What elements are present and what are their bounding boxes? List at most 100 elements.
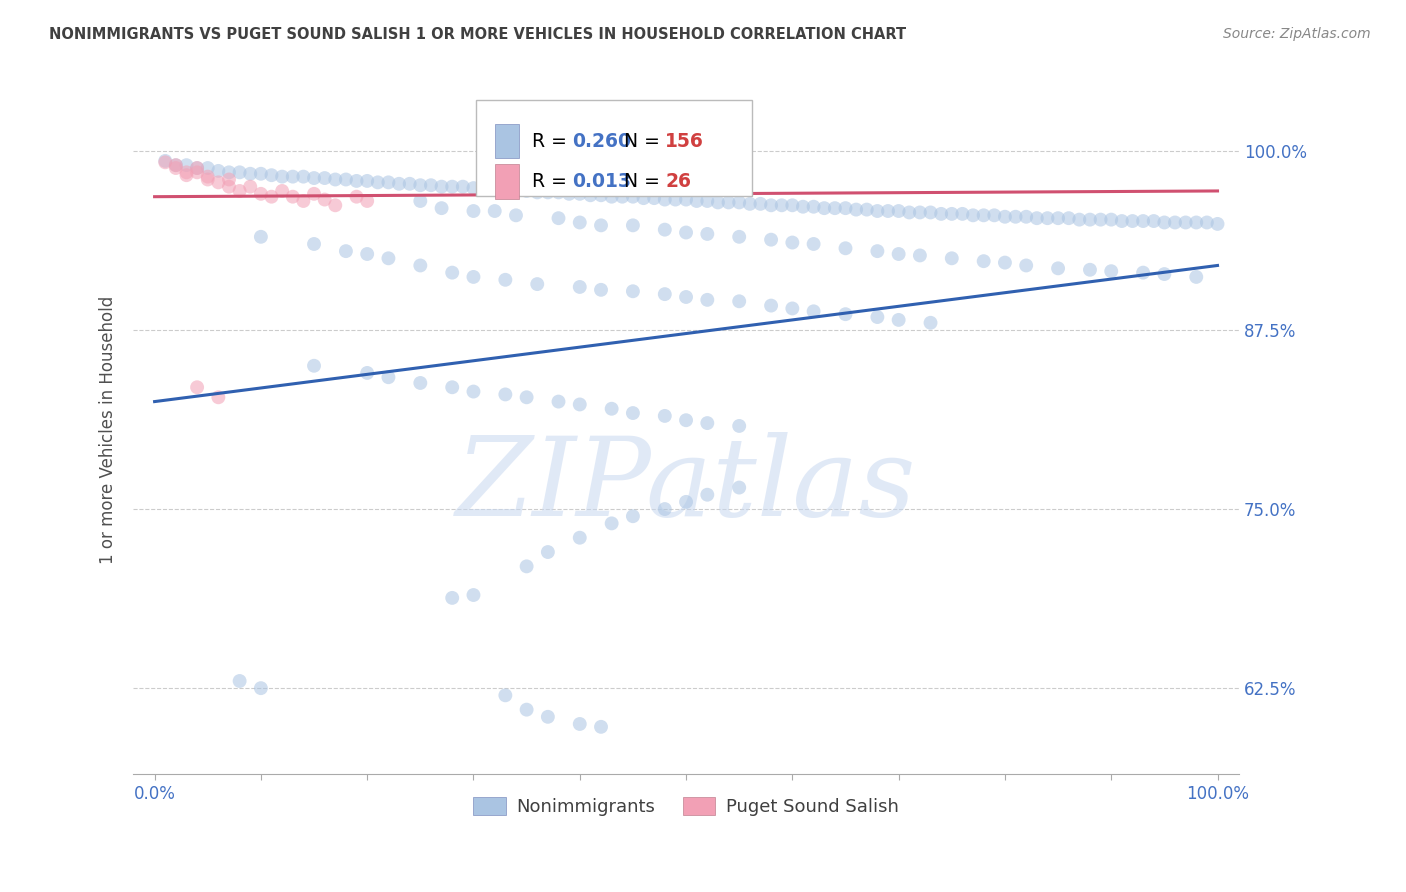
Point xyxy=(494,387,516,401)
Point xyxy=(356,174,378,188)
Text: 0.260: 0.260 xyxy=(572,132,631,151)
Point xyxy=(664,193,686,207)
Point xyxy=(782,301,804,316)
Point xyxy=(472,181,495,195)
Point xyxy=(908,205,931,219)
Point xyxy=(155,155,177,169)
Point xyxy=(516,184,538,198)
Point xyxy=(866,310,889,324)
Point xyxy=(207,164,229,178)
Point xyxy=(1099,264,1122,278)
Point xyxy=(463,384,485,399)
Point xyxy=(292,194,315,208)
Point xyxy=(845,202,868,217)
Point xyxy=(176,168,198,182)
Point xyxy=(526,277,548,291)
Point xyxy=(302,186,325,201)
Point xyxy=(696,416,718,430)
Point xyxy=(675,226,697,240)
Point xyxy=(239,179,262,194)
Point xyxy=(568,280,591,294)
Point xyxy=(292,169,315,184)
Point xyxy=(228,184,250,198)
Point xyxy=(323,198,346,212)
Point xyxy=(441,591,464,605)
Text: R =: R = xyxy=(533,172,567,191)
Text: NONIMMIGRANTS VS PUGET SOUND SALISH 1 OR MORE VEHICLES IN HOUSEHOLD CORRELATION : NONIMMIGRANTS VS PUGET SOUND SALISH 1 OR… xyxy=(49,27,907,42)
Point xyxy=(654,222,676,236)
Point xyxy=(686,194,709,208)
Point xyxy=(707,195,730,210)
Point xyxy=(728,419,751,434)
Point xyxy=(717,195,740,210)
Point xyxy=(228,673,250,688)
Point xyxy=(920,205,942,219)
Point xyxy=(451,179,474,194)
Point xyxy=(770,198,793,212)
Point xyxy=(165,158,187,172)
Point xyxy=(260,168,283,182)
Point xyxy=(302,359,325,373)
Point xyxy=(377,252,399,266)
Point xyxy=(1099,212,1122,227)
Point xyxy=(1111,214,1133,228)
Point xyxy=(271,184,294,198)
Point xyxy=(558,186,581,201)
Point xyxy=(494,182,516,196)
Text: 156: 156 xyxy=(665,132,704,151)
Point xyxy=(728,481,751,495)
Point xyxy=(377,370,399,384)
Point xyxy=(1078,262,1101,277)
Point xyxy=(887,247,910,261)
Point xyxy=(1132,214,1154,228)
Point xyxy=(176,158,198,172)
Point xyxy=(887,204,910,219)
Point xyxy=(314,171,336,186)
Point xyxy=(1015,259,1038,273)
Point xyxy=(696,227,718,241)
Point xyxy=(898,205,921,219)
Point xyxy=(165,158,187,172)
Point xyxy=(589,188,612,202)
Point xyxy=(621,219,644,233)
Point xyxy=(302,171,325,186)
Point xyxy=(250,681,273,695)
Point xyxy=(1121,214,1143,228)
Point xyxy=(1153,267,1175,281)
Legend: Nonimmigrants, Puget Sound Salish: Nonimmigrants, Puget Sound Salish xyxy=(465,789,905,823)
Point xyxy=(186,165,208,179)
Point xyxy=(643,191,665,205)
Y-axis label: 1 or more Vehicles in Household: 1 or more Vehicles in Household xyxy=(100,296,117,565)
Point xyxy=(356,366,378,380)
Point xyxy=(1047,211,1070,226)
Point xyxy=(218,165,240,179)
Point xyxy=(207,390,229,404)
Point xyxy=(186,161,208,175)
Point xyxy=(728,195,751,210)
Point xyxy=(1206,217,1229,231)
Point xyxy=(855,202,877,217)
Point xyxy=(197,169,219,184)
Text: N =: N = xyxy=(624,172,659,191)
Point xyxy=(356,194,378,208)
Point xyxy=(207,175,229,189)
Point xyxy=(463,181,485,195)
Point xyxy=(568,531,591,545)
Point xyxy=(654,287,676,301)
Point xyxy=(228,165,250,179)
Point xyxy=(952,207,974,221)
Point xyxy=(675,495,697,509)
Point xyxy=(314,193,336,207)
Point xyxy=(186,161,208,175)
Point xyxy=(749,197,772,211)
Point xyxy=(621,406,644,420)
Point xyxy=(579,188,602,202)
Text: N =: N = xyxy=(624,132,659,151)
Point xyxy=(908,248,931,262)
Point xyxy=(612,190,634,204)
Point xyxy=(568,186,591,201)
Point xyxy=(250,186,273,201)
Point xyxy=(1025,211,1047,226)
Point xyxy=(1195,215,1218,229)
Point xyxy=(759,299,782,313)
